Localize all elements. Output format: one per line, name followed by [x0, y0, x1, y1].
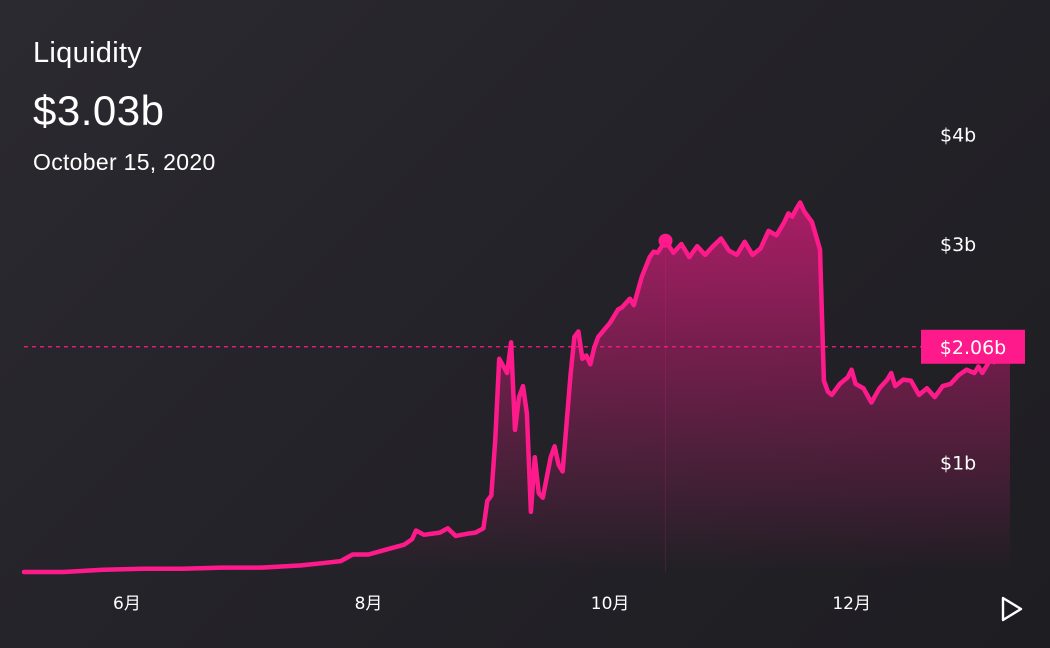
header: Liquidity $3.03b October 15, 2020: [33, 36, 216, 176]
x-tick-label: 12月: [832, 594, 871, 614]
y-tick-label: $1b: [940, 453, 976, 475]
y-tick-label: $3b: [940, 234, 976, 256]
chart-title: Liquidity: [33, 37, 143, 69]
series-area: [24, 202, 1010, 572]
current-value-label: $2.06b: [940, 337, 1006, 359]
hover-point[interactable]: [658, 233, 673, 248]
x-tick-label: 10月: [591, 594, 630, 614]
y-tick-label: $4b: [940, 125, 976, 147]
hover-date: October 15, 2020: [33, 149, 216, 175]
x-tick-label: 8月: [355, 594, 383, 614]
series-line: [21, 200, 1013, 575]
play-icon[interactable]: [996, 594, 1026, 624]
x-tick-label: 6月: [113, 594, 141, 614]
current-value-badge: [921, 329, 1025, 364]
hover-value: $3.03b: [33, 87, 165, 134]
